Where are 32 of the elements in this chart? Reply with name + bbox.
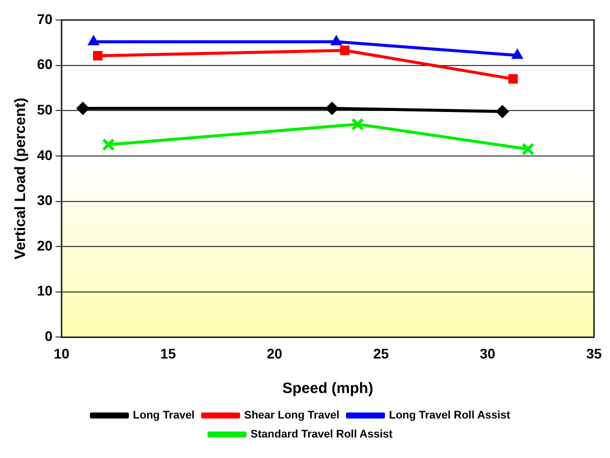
point [512,48,524,59]
legend-label: Long Travel Roll Assist [388,410,511,422]
x-axis-title: Speed (mph) [282,380,374,398]
legend-label: Long Travel [132,410,195,422]
point [88,35,100,46]
y-tick-label: 10 [36,282,53,299]
point [102,138,115,152]
y-tick-label: 30 [36,192,53,208]
y-tick-label: 40 [36,146,53,163]
x-tick-label: 20 [266,345,283,362]
point [496,105,509,118]
x-tick-label: 25 [373,345,390,362]
y-tick-label: 70 [36,10,53,27]
point [340,46,350,56]
point [351,118,364,131]
y-tick-label: 50 [36,101,53,118]
legend-label: Standard Travel Roll Assist [250,428,393,441]
x-tick-label: 10 [54,345,70,362]
y-tick-label: 0 [44,328,53,344]
point [93,51,103,61]
point [508,74,518,84]
point [326,102,339,115]
x-tick-label: 15 [160,345,176,362]
x-tick-label: 30 [480,345,496,362]
x-tick-label: 35 [586,345,602,362]
point [76,102,90,115]
y-axis-title: Vertical Load (percent) [12,98,30,260]
y-tick-label: 60 [36,56,53,72]
point [330,35,342,46]
point [522,142,534,156]
y-tick-label: 20 [36,237,53,254]
legend-label: Shear Long Travel [244,410,340,422]
